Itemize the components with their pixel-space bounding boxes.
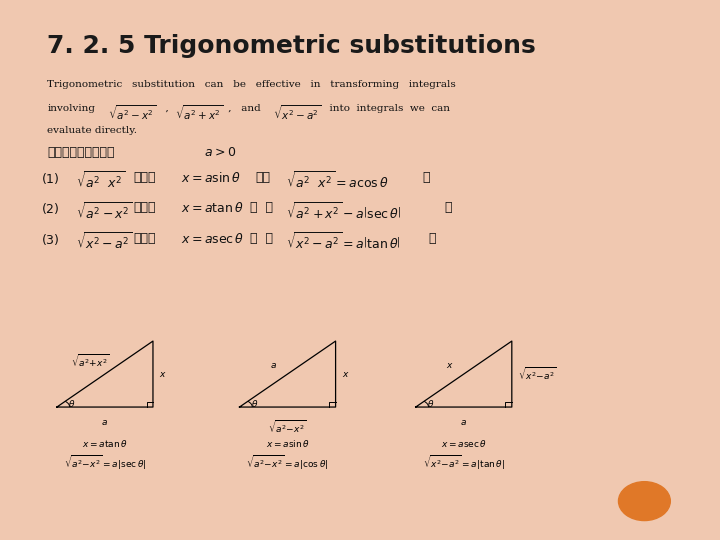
- Text: $x$: $x$: [446, 361, 454, 370]
- Text: ，  則: ， 則: [250, 201, 273, 214]
- Text: $a>0$: $a>0$: [204, 146, 236, 159]
- Text: 7. 2. 5 Trigonometric substitutions: 7. 2. 5 Trigonometric substitutions: [48, 34, 536, 58]
- Text: $\sqrt{a^2\!-\!x^2}=a|\sec\theta|$: $\sqrt{a^2\!-\!x^2}=a|\sec\theta|$: [63, 454, 146, 472]
- Text: $(2)$: $(2)$: [41, 201, 60, 217]
- Text: $x=a\sin\theta$: $x=a\sin\theta$: [266, 437, 310, 449]
- Text: $a$: $a$: [460, 418, 467, 427]
- Text: $\sqrt{x^2-a^2}=a\left|\tan\theta\right|$: $\sqrt{x^2-a^2}=a\left|\tan\theta\right|…: [286, 232, 400, 253]
- Text: $\sqrt{x^2\!-\!a^2}=a|\tan\theta|$: $\sqrt{x^2\!-\!a^2}=a|\tan\theta|$: [423, 454, 505, 472]
- Text: $(1)$: $(1)$: [41, 171, 60, 186]
- Text: ,: ,: [159, 104, 169, 112]
- Text: 刑：令: 刑：令: [134, 232, 156, 245]
- Text: $a$: $a$: [270, 361, 277, 370]
- Text: $\sqrt{x^2-a^2}$: $\sqrt{x^2-a^2}$: [76, 232, 132, 253]
- Text: 三種基本三角換元法: 三種基本三角換元法: [48, 146, 114, 159]
- Text: $x=a\sec\theta$: $x=a\sec\theta$: [181, 232, 244, 246]
- Text: $\theta$: $\theta$: [427, 399, 434, 409]
- Text: $(3)$: $(3)$: [41, 232, 60, 247]
- Text: $x=a\sec\theta$: $x=a\sec\theta$: [441, 437, 487, 449]
- Text: $\sqrt{a^2\!-\!x^2}$: $\sqrt{a^2\!-\!x^2}$: [268, 418, 307, 436]
- Text: $\theta$: $\theta$: [68, 399, 76, 409]
- Text: ,   and: , and: [225, 104, 261, 112]
- Text: $x=a\tan\theta$: $x=a\tan\theta$: [82, 437, 127, 449]
- Text: $\sqrt{a^2\!+\!x^2}$: $\sqrt{a^2\!+\!x^2}$: [71, 353, 110, 370]
- Text: involving: involving: [48, 104, 95, 112]
- Text: $\sqrt{a^2\!-\!x^2}=a|\cos\theta|$: $\sqrt{a^2\!-\!x^2}=a|\cos\theta|$: [246, 454, 329, 472]
- Text: $\sqrt{a^2+x^2}-a\left|\sec\theta\right|$: $\sqrt{a^2+x^2}-a\left|\sec\theta\right|…: [286, 201, 401, 222]
- Text: $\sqrt{a^2-x^2}$: $\sqrt{a^2-x^2}$: [108, 104, 156, 122]
- Text: 。: 。: [428, 232, 436, 245]
- Text: $x=a\tan\theta$: $x=a\tan\theta$: [181, 201, 243, 215]
- Text: $x=a\sin\theta$: $x=a\sin\theta$: [181, 171, 240, 185]
- Text: $x$: $x$: [159, 369, 167, 379]
- Text: evaluate directly.: evaluate directly.: [48, 126, 138, 135]
- Text: $\sqrt{a^2+x^2}$: $\sqrt{a^2+x^2}$: [176, 104, 224, 122]
- Text: 。: 。: [444, 201, 452, 214]
- Text: $\sqrt{a^2\ \ x^2}$: $\sqrt{a^2\ \ x^2}$: [76, 171, 125, 192]
- Text: $x$: $x$: [342, 369, 350, 379]
- Text: 型：令: 型：令: [134, 201, 156, 214]
- Text: $\sqrt{a^2-x^2}$: $\sqrt{a^2-x^2}$: [76, 201, 132, 222]
- Text: ，則: ，則: [256, 171, 271, 184]
- Text: Trigonometric   substitution   can   be   effective   in   transforming   integr: Trigonometric substitution can be effect…: [48, 80, 456, 89]
- Text: $\sqrt{x^2-a^2}$: $\sqrt{x^2-a^2}$: [274, 104, 322, 122]
- Text: $\sqrt{a^2\ \ x^2}=a\cos\theta$: $\sqrt{a^2\ \ x^2}=a\cos\theta$: [286, 171, 388, 192]
- Text: ，  則: ， 則: [250, 232, 273, 245]
- Text: $a$: $a$: [102, 418, 109, 427]
- Text: $\theta$: $\theta$: [251, 399, 258, 409]
- Text: $\sqrt{x^2\!-\!a^2}$: $\sqrt{x^2\!-\!a^2}$: [518, 366, 557, 383]
- Text: 。: 。: [422, 171, 430, 184]
- Text: 型：令: 型：令: [134, 171, 156, 184]
- Text: into  integrals  we  can: into integrals we can: [323, 104, 450, 112]
